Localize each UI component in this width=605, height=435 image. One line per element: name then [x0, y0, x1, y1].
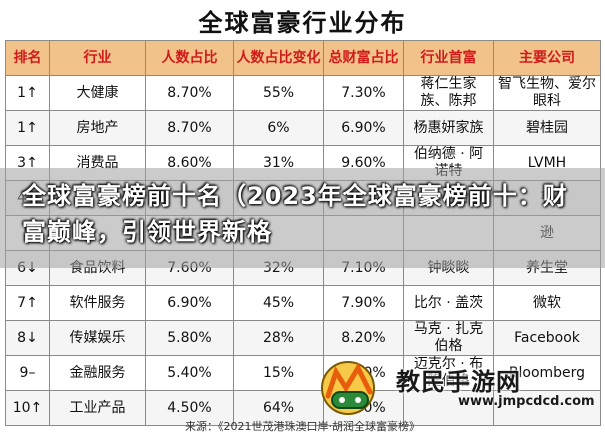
- cell-richest: [403, 390, 494, 426]
- watermark: 教民手游网 www.jmpcdcd.com: [318, 356, 600, 418]
- cell-rank: 7↑: [5, 285, 50, 321]
- cell-industry: 金融服务: [49, 355, 146, 391]
- cell-wealth: 7.30%: [323, 75, 404, 111]
- table-row: 8↓ 传媒娱乐 5.80% 28% 8.20% 马克 · 扎克伯格 Facebook: [5, 320, 601, 356]
- header-company: 主要公司: [493, 40, 601, 76]
- cell-change: 45%: [233, 285, 324, 321]
- cell-change: 64%: [233, 390, 324, 426]
- table-row: 7↑ 软件服务 6.90% 45% 7.90% 比尔 · 盖茨 微软: [5, 285, 601, 321]
- cell-change: 6%: [233, 110, 324, 146]
- cell-company: 智飞生物、爱尔眼科: [493, 75, 601, 111]
- table-row: 1↑ 大健康 8.70% 55% 7.30% 蒋仁生家族、陈邦 智飞生物、爱尔眼科: [5, 75, 601, 111]
- overlay-headline: 全球富豪榜前十名（2023年全球富豪榜前十：财富巅峰，引领世界新格: [22, 182, 568, 246]
- cell-change: 55%: [233, 75, 324, 111]
- header-richest: 行业首富: [403, 40, 494, 76]
- game-controller-logo-icon: [321, 361, 375, 415]
- cell-share: 8.70%: [145, 75, 234, 111]
- cell-rank: 8↓: [5, 320, 50, 356]
- cell-industry: 传媒娱乐: [49, 320, 146, 356]
- cell-change: 28%: [233, 320, 324, 356]
- cell-share: 5.40%: [145, 355, 234, 391]
- cell-wealth: 6.90%: [323, 110, 404, 146]
- cell-wealth: 7.90%: [323, 285, 404, 321]
- cell-richest: 蒋仁生家族、陈邦: [403, 75, 494, 111]
- cell-share: 4.50%: [145, 390, 234, 426]
- title-overlay-band: [0, 168, 605, 268]
- header-industry: 行业: [49, 40, 146, 76]
- watermark-name: 教民手游网: [396, 368, 521, 396]
- cell-rank: 9–: [5, 355, 50, 391]
- cell-share: 5.80%: [145, 320, 234, 356]
- table-header-row: 排名 行业 人数占比 人数占比变化 总财富占比 行业首富 主要公司: [5, 40, 601, 76]
- cell-share: 6.90%: [145, 285, 234, 321]
- cell-industry: 大健康: [49, 75, 146, 111]
- header-change: 人数占比变化: [233, 40, 324, 76]
- cell-industry: 房地产: [49, 110, 146, 146]
- cell-richest: 比尔 · 盖茨: [403, 285, 494, 321]
- header-share: 人数占比: [145, 40, 234, 76]
- cell-rank: 1↑: [5, 110, 50, 146]
- header-rank: 排名: [5, 40, 50, 76]
- table-title: 全球富豪行业分布: [198, 8, 407, 37]
- cell-company: [493, 390, 601, 426]
- cell-change: 15%: [233, 355, 324, 391]
- watermark-url: www.jmpcdcd.com: [458, 394, 595, 409]
- cell-company: Facebook: [493, 320, 601, 356]
- cell-rank: 10↑: [5, 390, 50, 426]
- cell-company: 微软: [493, 285, 601, 321]
- cell-industry: 工业产品: [49, 390, 146, 426]
- source-note: 来源：《2021世茂港珠澳口岸·胡润全球富豪榜》: [185, 420, 420, 433]
- cell-rank: 1↑: [5, 75, 50, 111]
- cell-wealth: 8.20%: [323, 320, 404, 356]
- cell-company: 碧桂园: [493, 110, 601, 146]
- cell-share: 8.70%: [145, 110, 234, 146]
- table-row: 1↑ 房地产 8.70% 6% 6.90% 杨惠妍家族 碧桂园: [5, 110, 601, 146]
- cell-industry: 软件服务: [49, 285, 146, 321]
- header-wealth: 总财富占比: [323, 40, 404, 76]
- cell-richest: 马克 · 扎克伯格: [403, 320, 494, 356]
- cell-company: Bloomberg: [493, 355, 601, 391]
- cell-richest: 杨惠妍家族: [403, 110, 494, 146]
